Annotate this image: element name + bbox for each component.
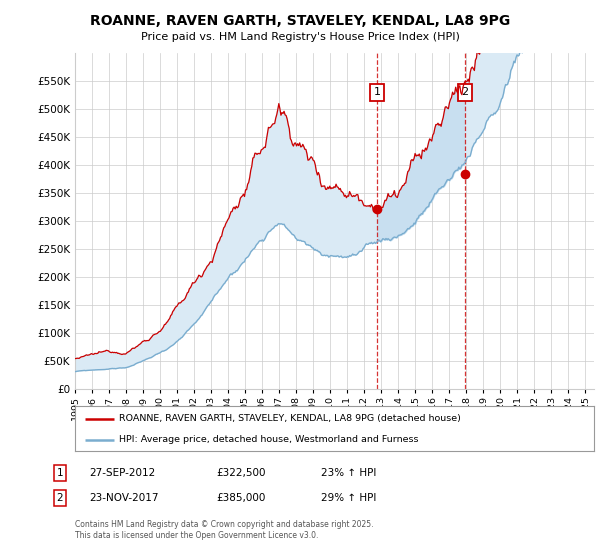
Text: HPI: Average price, detached house, Westmorland and Furness: HPI: Average price, detached house, West… [119, 435, 419, 444]
Text: 23-NOV-2017: 23-NOV-2017 [89, 493, 158, 503]
Text: ROANNE, RAVEN GARTH, STAVELEY, KENDAL, LA8 9PG: ROANNE, RAVEN GARTH, STAVELEY, KENDAL, L… [90, 14, 510, 28]
Text: Price paid vs. HM Land Registry's House Price Index (HPI): Price paid vs. HM Land Registry's House … [140, 32, 460, 43]
Text: 1: 1 [56, 468, 64, 478]
Text: Contains HM Land Registry data © Crown copyright and database right 2025.
This d: Contains HM Land Registry data © Crown c… [75, 520, 373, 540]
Text: 2: 2 [461, 87, 468, 97]
Text: 1: 1 [373, 87, 380, 97]
Text: £322,500: £322,500 [216, 468, 265, 478]
Text: 23% ↑ HPI: 23% ↑ HPI [321, 468, 376, 478]
Text: £385,000: £385,000 [216, 493, 265, 503]
Text: 29% ↑ HPI: 29% ↑ HPI [321, 493, 376, 503]
Text: 27-SEP-2012: 27-SEP-2012 [89, 468, 155, 478]
Text: 2: 2 [56, 493, 64, 503]
Text: ROANNE, RAVEN GARTH, STAVELEY, KENDAL, LA8 9PG (detached house): ROANNE, RAVEN GARTH, STAVELEY, KENDAL, L… [119, 414, 461, 423]
